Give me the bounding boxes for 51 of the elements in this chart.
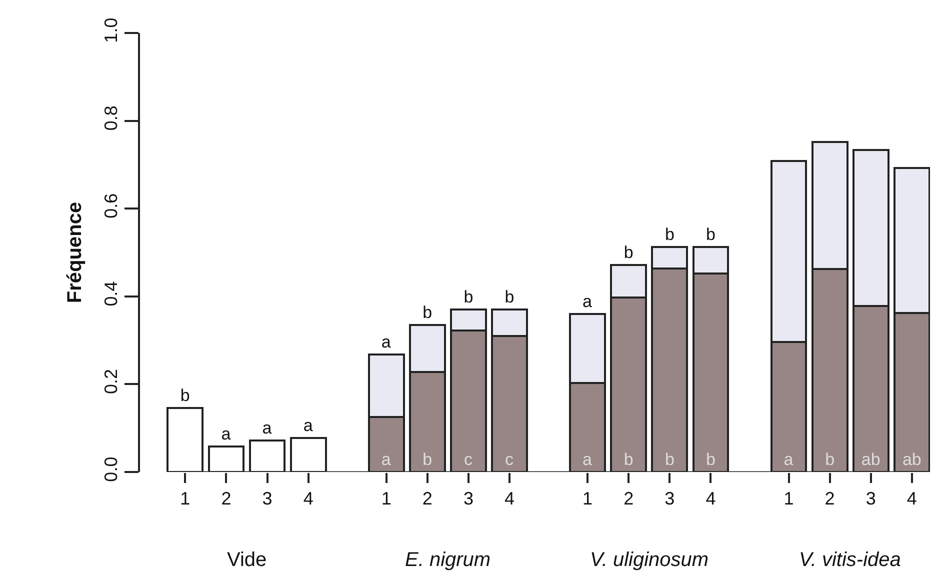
y-tick-label: 0.4 <box>101 281 122 306</box>
x-tick-label: 1 <box>381 488 392 509</box>
data-label: b <box>664 450 674 469</box>
data-label: b <box>664 225 674 244</box>
y-tick-label: 0.2 <box>101 368 122 394</box>
x-tick-label: 4 <box>303 488 314 509</box>
data-label: c <box>464 450 473 469</box>
x-tick-label: 2 <box>824 488 835 509</box>
data-label: a <box>582 450 593 469</box>
data-label: b <box>825 450 835 469</box>
data-label: b <box>706 450 716 469</box>
data-label: ab <box>902 450 922 469</box>
y-tick-label: 0.6 <box>101 193 122 218</box>
data-label: b <box>422 302 432 322</box>
y-tick-label: 1.0 <box>101 18 122 43</box>
x-tick-label: 3 <box>262 488 272 509</box>
x-tick-label: 3 <box>866 488 876 509</box>
data-label: a <box>582 292 593 311</box>
x-tick-label: 1 <box>784 488 794 509</box>
data-label: c <box>505 450 514 469</box>
data-label: b <box>180 386 190 405</box>
y-tick-label: 0.8 <box>101 106 122 131</box>
x-tick-label: 1 <box>582 488 593 509</box>
data-label: b <box>422 450 432 469</box>
text: V. vitis-idea <box>799 549 901 571</box>
x-tick-label: 4 <box>906 488 917 509</box>
x-tick-label: 2 <box>221 488 232 509</box>
data-label: b <box>624 450 634 469</box>
data-label: b <box>504 288 514 307</box>
data-label: b <box>624 242 634 262</box>
x-tick-label: 1 <box>180 488 190 509</box>
data-label: b <box>464 288 474 307</box>
x-tick-label: 3 <box>463 488 474 509</box>
data-label: a <box>262 418 272 438</box>
data-label: a <box>784 450 794 469</box>
x-tick-label: 2 <box>624 488 634 509</box>
data-label: a <box>381 450 392 469</box>
data-label: a <box>381 332 392 352</box>
data-label: ab <box>861 450 880 469</box>
y-tick-label: 0.0 <box>101 456 122 482</box>
data-label: a <box>221 424 232 444</box>
text: V. uliginosum <box>590 549 709 571</box>
x-tick-label: 2 <box>422 488 432 509</box>
text: Vide <box>227 549 267 571</box>
data-label: a <box>303 416 314 435</box>
y-axis-title: Fréquence <box>64 202 86 304</box>
data-label: b <box>706 225 716 244</box>
x-tick-label: 3 <box>664 488 675 509</box>
x-tick-label: 4 <box>504 488 515 509</box>
text: E. nigrum <box>405 549 491 571</box>
x-tick-label: 4 <box>706 488 716 509</box>
